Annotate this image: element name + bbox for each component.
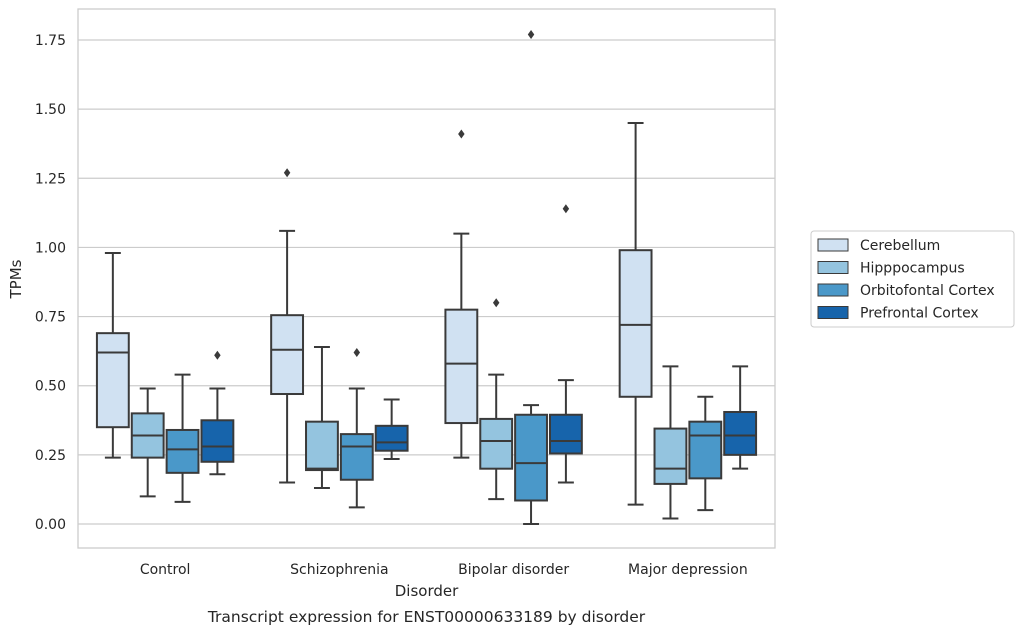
box-cerebellum — [444, 129, 479, 459]
iqr-box — [653, 427, 688, 485]
legend-swatch — [817, 238, 849, 252]
box-prefrontal-cortex — [548, 204, 583, 484]
y-tick-label: 0.75 — [35, 310, 66, 326]
outlier-point — [492, 298, 500, 308]
x-tick-label: Control — [140, 562, 191, 578]
box-orbitofontal-cortex — [514, 29, 548, 525]
legend-swatch — [817, 306, 849, 319]
y-tick-label: 0.00 — [35, 517, 66, 533]
y-tick-label: 1.75 — [35, 33, 66, 49]
outlier-point — [458, 129, 465, 139]
iqr-box — [479, 417, 514, 470]
outlier-point — [283, 168, 291, 178]
iqr-box — [200, 419, 235, 463]
x-axis-label: Disorder — [395, 582, 459, 600]
box-prefrontal-cortex — [374, 398, 409, 461]
y-tick-label: 1.50 — [35, 102, 66, 118]
legend-label: Cerebellum — [860, 238, 940, 254]
legend-label: Orbitofontal Cortex — [860, 283, 995, 299]
y-tick-label: 0.25 — [35, 448, 66, 464]
x-tick-label: Major depression — [628, 562, 748, 578]
box-prefrontal-cortex — [200, 350, 235, 476]
legend-swatch — [817, 283, 849, 297]
box-hipppocampus — [130, 387, 165, 498]
iqr-box — [723, 410, 758, 456]
outlier-point — [353, 348, 361, 358]
iqr-box — [339, 433, 374, 481]
x-tick-label: Bipolar disorder — [458, 562, 569, 578]
legend-frame — [810, 230, 1015, 328]
legend-swatch — [817, 261, 849, 274]
x-tick-labels: Control Schizophrenia Bipolar disorder Majo… — [140, 562, 748, 578]
iqr-box — [688, 420, 723, 480]
y-tick-label: 1.00 — [35, 240, 66, 256]
iqr-box — [514, 413, 548, 502]
outlier-point — [527, 29, 535, 39]
iqr-box — [548, 413, 583, 455]
y-tick-label: 1.25 — [35, 171, 66, 187]
legend-label: Hipppocampus — [860, 261, 965, 277]
iqr-box — [618, 249, 653, 398]
y-tick-label: 0.50 — [35, 379, 66, 395]
box-orbitofontal-cortex — [688, 395, 723, 512]
box-hipppocampus — [479, 298, 514, 501]
y-axis-label: TPMs — [7, 259, 25, 299]
box-cerebellum — [270, 168, 305, 484]
box-hipppocampus — [305, 345, 339, 490]
iqr-box — [444, 308, 479, 425]
box-prefrontal-cortex — [723, 365, 758, 470]
iqr-box — [305, 420, 339, 472]
chart-title: Transcript expression for ENST0000063318… — [207, 608, 646, 626]
box-cerebellum — [95, 251, 130, 459]
outlier-point — [214, 350, 221, 360]
iqr-box — [374, 424, 409, 452]
box-cerebellum — [618, 121, 653, 506]
x-tick-label: Schizophrenia — [290, 562, 388, 578]
y-tick-labels: 0.00 0.25 0.50 0.75 1.00 1.25 1.50 1.75 — [35, 33, 66, 533]
box-orbitofontal-cortex — [165, 373, 200, 503]
legend-label: Prefrontal Cortex — [860, 306, 979, 322]
axes-frame — [77, 8, 776, 549]
iqr-box — [95, 332, 130, 429]
box-hipppocampus — [653, 365, 688, 520]
box-orbitofontal-cortex — [339, 348, 374, 509]
iqr-box — [165, 428, 200, 474]
legend: Cerebellum Hipppocampus Orbitofontal Corte… — [810, 230, 1015, 328]
iqr-box — [270, 314, 305, 396]
box-plots — [95, 29, 758, 525]
outlier-point — [562, 204, 570, 214]
